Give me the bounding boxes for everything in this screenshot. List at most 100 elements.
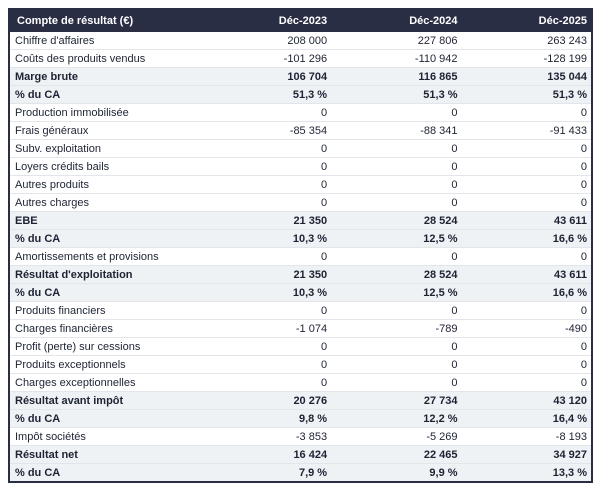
column-header-dec-2023: Déc-2023 <box>200 9 332 32</box>
table-row: Autres produits 0 0 0 <box>9 175 592 194</box>
cell-value: 227 806 <box>331 32 462 50</box>
cell-value: -110 942 <box>331 49 462 68</box>
cell-value: -101 296 <box>200 49 332 68</box>
cell-value: 10,3 % <box>200 229 332 248</box>
cell-value: 21 350 <box>200 265 332 284</box>
cell-value: 51,3 % <box>461 85 592 104</box>
cell-value: -1 074 <box>200 319 332 338</box>
row-label: % du CA <box>9 85 201 104</box>
cell-value: 0 <box>200 373 332 392</box>
cell-value: 22 465 <box>331 445 462 464</box>
row-label: Loyers crédits bails <box>9 157 201 176</box>
table-row: % du CA 10,3 % 12,5 % 16,6 % <box>9 283 592 302</box>
cell-value: 0 <box>461 301 592 320</box>
cell-value: 16,4 % <box>461 409 592 428</box>
cell-value: 20 276 <box>200 391 332 410</box>
cell-value: 0 <box>331 337 462 356</box>
cell-value: 12,2 % <box>331 409 462 428</box>
cell-value: 28 524 <box>331 211 462 230</box>
row-label: Frais généraux <box>9 121 201 140</box>
cell-value: 208 000 <box>200 32 332 50</box>
cell-value: 0 <box>461 139 592 158</box>
row-label: % du CA <box>9 283 201 302</box>
cell-value: 0 <box>331 355 462 374</box>
cell-value: 0 <box>200 139 332 158</box>
income-statement-grid: Compte de résultat (€) Déc-2023 Déc-2024… <box>8 8 593 483</box>
row-label: % du CA <box>9 463 201 482</box>
cell-value: 28 524 <box>331 265 462 284</box>
table-row: Chiffre d'affaires 208 000 227 806 263 243 <box>9 32 592 50</box>
cell-value: 0 <box>461 157 592 176</box>
row-label: Charges financières <box>9 319 201 338</box>
row-label: Résultat net <box>9 445 201 464</box>
cell-value: -128 199 <box>461 49 592 68</box>
column-header-dec-2024: Déc-2024 <box>331 9 462 32</box>
cell-value: 0 <box>331 373 462 392</box>
row-label: Résultat d'exploitation <box>9 265 201 284</box>
row-label: Produits financiers <box>9 301 201 320</box>
table-row: Profit (perte) sur cessions 0 0 0 <box>9 337 592 356</box>
table-header-row: Compte de résultat (€) Déc-2023 Déc-2024… <box>9 9 592 32</box>
cell-value: 0 <box>331 247 462 266</box>
row-label: Profit (perte) sur cessions <box>9 337 201 356</box>
cell-value: 0 <box>461 355 592 374</box>
income-statement-table: Compte de résultat (€) Déc-2023 Déc-2024… <box>8 8 593 483</box>
table-row: Produits exceptionnels 0 0 0 <box>9 355 592 374</box>
table-body: Chiffre d'affaires 208 000 227 806 263 243 C… <box>9 32 592 482</box>
table-row: Charges financières -1 074 -789 -490 <box>9 319 592 338</box>
cell-value: 0 <box>461 337 592 356</box>
cell-value: 10,3 % <box>200 283 332 302</box>
table-row: % du CA 9,8 % 12,2 % 16,4 % <box>9 409 592 428</box>
cell-value: 0 <box>331 175 462 194</box>
cell-value: 0 <box>461 247 592 266</box>
table-row: Résultat avant impôt 20 276 27 734 43 120 <box>9 391 592 410</box>
cell-value: 116 865 <box>331 67 462 86</box>
table-row: Autres charges 0 0 0 <box>9 193 592 212</box>
cell-value: 9,8 % <box>200 409 332 428</box>
row-label: Subv. exploitation <box>9 139 201 158</box>
cell-value: 9,9 % <box>331 463 462 482</box>
table-row: % du CA 7,9 % 9,9 % 13,3 % <box>9 463 592 482</box>
cell-value: 0 <box>461 103 592 122</box>
table-row: Résultat d'exploitation 21 350 28 524 43 61… <box>9 265 592 284</box>
cell-value: 51,3 % <box>331 85 462 104</box>
row-label: Produits exceptionnels <box>9 355 201 374</box>
cell-value: 43 120 <box>461 391 592 410</box>
row-label: Résultat avant impôt <box>9 391 201 410</box>
row-label: Amortissements et provisions <box>9 247 201 266</box>
cell-value: 0 <box>200 103 332 122</box>
cell-value: 106 704 <box>200 67 332 86</box>
cell-value: 0 <box>461 175 592 194</box>
row-label: Production immobilisée <box>9 103 201 122</box>
row-label: Charges exceptionnelles <box>9 373 201 392</box>
cell-value: 0 <box>331 157 462 176</box>
cell-value: 0 <box>200 193 332 212</box>
row-label: Marge brute <box>9 67 201 86</box>
row-label: EBE <box>9 211 201 230</box>
table-row: Produits financiers 0 0 0 <box>9 301 592 320</box>
table-row: % du CA 51,3 % 51,3 % 51,3 % <box>9 85 592 104</box>
table-row: % du CA 10,3 % 12,5 % 16,6 % <box>9 229 592 248</box>
cell-value: 263 243 <box>461 32 592 50</box>
table-row: Coûts des produits vendus -101 296 -110 94… <box>9 49 592 68</box>
column-header-dec-2025: Déc-2025 <box>461 9 592 32</box>
cell-value: 43 611 <box>461 265 592 284</box>
table-row: Amortissements et provisions 0 0 0 <box>9 247 592 266</box>
cell-value: 7,9 % <box>200 463 332 482</box>
cell-value: 34 927 <box>461 445 592 464</box>
cell-value: 0 <box>200 301 332 320</box>
cell-value: 0 <box>461 373 592 392</box>
cell-value: 0 <box>331 301 462 320</box>
table-row: Production immobilisée 0 0 0 <box>9 103 592 122</box>
cell-value: 0 <box>200 157 332 176</box>
row-label: % du CA <box>9 409 201 428</box>
cell-value: 12,5 % <box>331 229 462 248</box>
row-label: % du CA <box>9 229 201 248</box>
table-row: Charges exceptionnelles 0 0 0 <box>9 373 592 392</box>
cell-value: 0 <box>331 193 462 212</box>
cell-value: 43 611 <box>461 211 592 230</box>
row-label: Autres charges <box>9 193 201 212</box>
row-label: Autres produits <box>9 175 201 194</box>
table-title: Compte de résultat (€) <box>9 9 201 32</box>
cell-value: -88 341 <box>331 121 462 140</box>
